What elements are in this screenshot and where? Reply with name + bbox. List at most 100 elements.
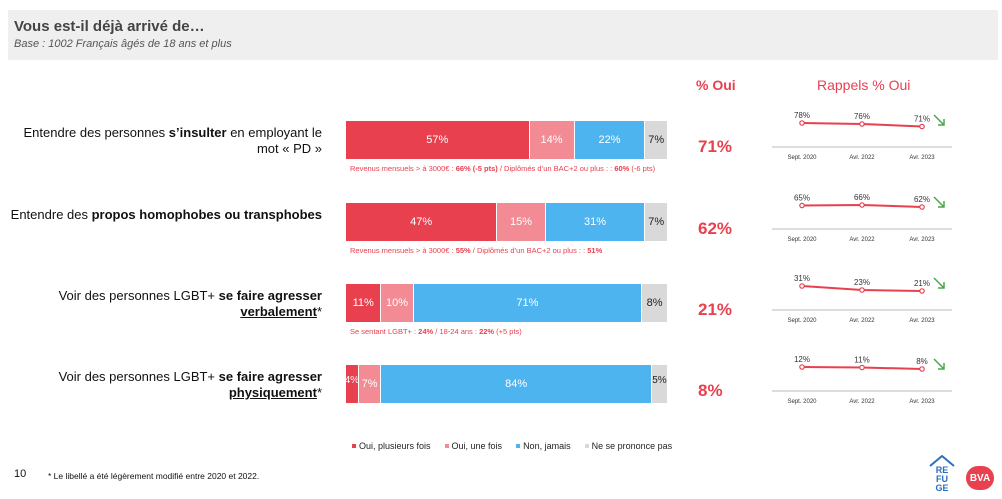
svg-text:RE: RE	[936, 465, 949, 475]
legend-item: Non, jamais	[516, 441, 571, 451]
trend-date-label: Sept. 2020	[787, 399, 817, 405]
trend-down-arrow-icon	[933, 358, 945, 370]
bar-data-label: 84%	[505, 378, 528, 390]
trend-value-label: 12%	[794, 355, 810, 364]
note-part: (-6 pts)	[629, 164, 656, 173]
legend-label: Ne se prononce pas	[591, 441, 673, 451]
page-number: 10	[14, 468, 27, 480]
question-label: Voir des personnes LGBT+ se faire agress…	[2, 369, 322, 401]
question-label-star: *	[316, 385, 322, 400]
trend-point	[799, 283, 805, 289]
bar-segment: 15%	[497, 203, 546, 241]
pct-oui: 62%	[698, 219, 733, 238]
trend-date-label: Avr. 2022	[849, 318, 875, 324]
note-part: / 18-24 ans :	[433, 327, 480, 336]
trend-point	[919, 366, 925, 372]
bar-segment: 71%	[413, 284, 643, 322]
trend-date-label: Sept. 2020	[787, 237, 817, 243]
trend-value-label: 71%	[914, 115, 930, 124]
bar-segment: 14%	[529, 121, 575, 159]
bar-segment: 31%	[545, 203, 646, 241]
bar-data-label: 8%	[646, 297, 663, 309]
trend-point	[919, 288, 925, 294]
bar-segment: 4%	[344, 365, 360, 403]
question-label-text: Entendre des	[10, 207, 92, 222]
trend-date-label: Avr. 2023	[909, 318, 935, 324]
trend-mini-chart: 65% Sept. 2020 66% Avr. 2022 62% Avr. 2023	[772, 193, 952, 243]
trend-date-label: Sept. 2020	[787, 155, 817, 161]
bar-segment: 47%	[346, 203, 498, 241]
stacked-bar: 57% 14% 22% 7%	[346, 121, 668, 159]
trend-date-label: Sept. 2020	[787, 318, 817, 324]
trend-date-label: Avr. 2023	[909, 237, 935, 243]
question-label-star: *	[316, 304, 322, 319]
legend-item: Oui, une fois	[444, 441, 502, 451]
trend-point	[799, 364, 805, 370]
trend-date-label: Avr. 2022	[849, 399, 875, 405]
column-header-oui: % Oui	[696, 77, 736, 93]
question-label-underlined: physiquement	[228, 385, 317, 400]
stacked-bar: 11% 10% 71% 8%	[346, 284, 668, 322]
footer-note: * Le libellé a été légèrement modifié en…	[48, 471, 260, 481]
bar-data-label: 57%	[426, 134, 449, 146]
stacked-bar: 4% 7% 84% 5%	[344, 365, 668, 403]
question-label: Voir des personnes LGBT+ se faire agress…	[2, 288, 322, 320]
bar-data-label: 4%	[344, 374, 360, 386]
svg-text:FU: FU	[936, 474, 948, 484]
trend-value-label: 11%	[854, 356, 869, 365]
pct-oui: 8%	[698, 381, 723, 400]
question-label-text: Entendre des personnes	[23, 125, 169, 140]
trend-point	[919, 123, 925, 130]
bar-segment: 57%	[346, 121, 530, 159]
page-subtitle: Base : 1002 Français âgés de 18 ans et p…	[14, 38, 232, 50]
note-part: / Diplômés d’un BAC+2 ou plus : :	[470, 246, 588, 255]
bar-segment: 7%	[645, 121, 668, 159]
column-header-rappels: Rappels % Oui	[817, 77, 911, 93]
trend-mini-chart: 31% Sept. 2020 23% Avr. 2022 21% Avr. 2023	[772, 274, 952, 324]
note-part: Se sentant LGBT+ :	[350, 327, 419, 336]
legend-swatch	[444, 444, 449, 448]
trend-value-label: 76%	[854, 112, 870, 121]
bar-data-label: 7%	[648, 216, 665, 228]
bar-segment: 22%	[574, 121, 646, 159]
question-label-text: en employant le mot « PD »	[226, 125, 322, 156]
note-part: 60%	[614, 164, 630, 173]
chart-legend: Oui, plusieurs fois Oui, une fois Non, jam…	[352, 441, 672, 451]
question-label-bold: se faire agresser	[218, 369, 322, 384]
legend-label: Oui, plusieurs fois	[359, 441, 431, 451]
bar-data-label: 71%	[516, 297, 539, 309]
bar-data-label: 22%	[598, 134, 621, 146]
trend-date-label: Avr. 2023	[909, 155, 935, 161]
stacked-bar: 47% 15% 31% 7%	[346, 203, 668, 241]
legend-item: Oui, plusieurs fois	[352, 441, 431, 451]
subgroup-note: Revenus mensuels > à 3000€ : 55% / Diplô…	[350, 246, 660, 256]
bar-data-label: 47%	[410, 216, 433, 228]
legend-swatch	[516, 444, 521, 448]
trend-point	[859, 364, 865, 371]
note-part: 22%	[479, 327, 495, 336]
bar-segment: 8%	[642, 284, 668, 322]
legend-label: Non, jamais	[523, 441, 571, 451]
note-part: 51%	[587, 246, 603, 255]
trend-down-arrow-icon	[933, 277, 945, 289]
question-label-text: Voir des personnes LGBT+	[58, 369, 219, 384]
bva-logo: BVA	[966, 466, 994, 490]
trend-value-label: 31%	[794, 274, 810, 283]
bar-data-label: 7%	[648, 134, 665, 146]
trend-date-label: Avr. 2022	[849, 237, 875, 243]
trend-down-arrow-icon	[933, 114, 945, 126]
bar-data-label: 15%	[509, 216, 532, 228]
trend-point	[799, 120, 805, 126]
question-label-bold: se faire agresser	[218, 288, 322, 303]
bar-data-label: 31%	[584, 216, 607, 228]
question-label: Entendre des propos homophobes ou transp…	[2, 207, 322, 223]
trend-point	[859, 121, 865, 127]
note-part: (+5 pts)	[494, 327, 522, 336]
trend-value-label: 8%	[916, 357, 928, 366]
trend-value-label: 21%	[914, 279, 930, 288]
pct-oui: 21%	[698, 300, 733, 319]
bar-data-label: 7%	[361, 378, 378, 390]
trend-value-label: 62%	[914, 195, 930, 204]
trend-down-arrow-icon	[933, 196, 945, 208]
bar-segment: 11%	[346, 284, 382, 322]
